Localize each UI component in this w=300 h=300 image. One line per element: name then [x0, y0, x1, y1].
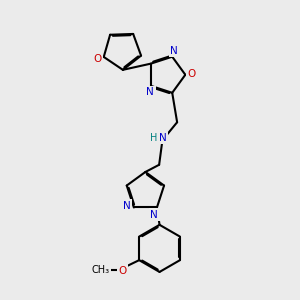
- Text: N: N: [159, 133, 167, 142]
- Text: O: O: [188, 69, 196, 79]
- Text: N: N: [150, 210, 158, 220]
- Text: N: N: [123, 201, 130, 211]
- Text: O: O: [94, 54, 102, 64]
- Text: N: N: [170, 46, 178, 56]
- Text: O: O: [119, 266, 127, 276]
- Text: CH₃: CH₃: [92, 265, 110, 275]
- Text: N: N: [146, 87, 154, 98]
- Text: H: H: [150, 133, 157, 142]
